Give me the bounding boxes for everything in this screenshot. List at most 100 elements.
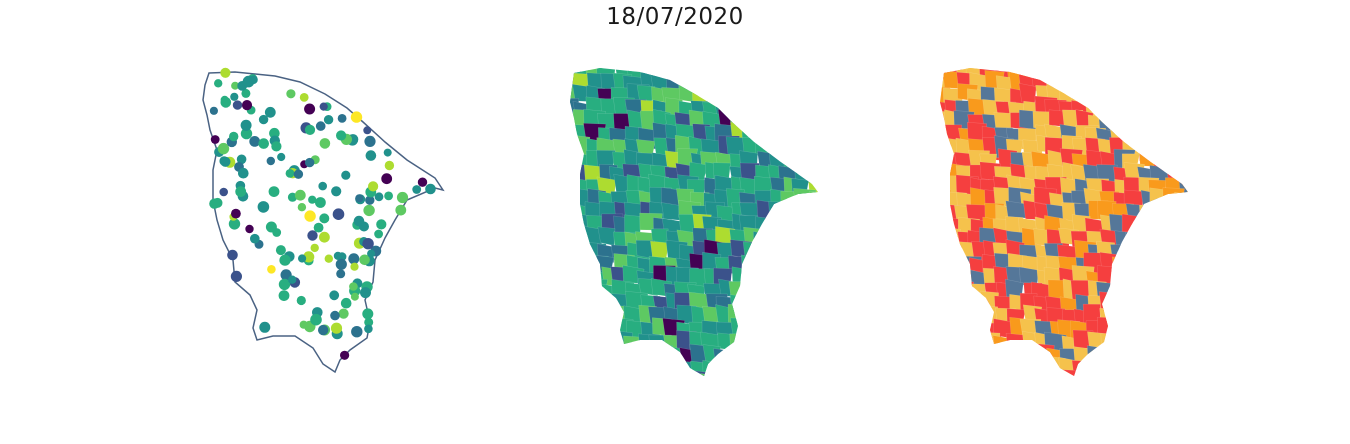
municipality-region <box>806 203 818 226</box>
municipality-point <box>258 138 269 149</box>
municipality-category <box>1147 252 1172 272</box>
municipality-region <box>666 68 689 82</box>
municipality-category <box>1174 293 1188 317</box>
municipality-region <box>795 214 818 237</box>
municipality-region <box>806 161 818 184</box>
municipality-region <box>637 345 661 366</box>
municipality-region <box>700 373 719 376</box>
municipality-region <box>741 373 762 376</box>
municipality-region <box>713 348 735 367</box>
category-map <box>940 68 1200 376</box>
municipality-point <box>350 292 359 301</box>
municipality-region <box>816 296 818 319</box>
municipality-category <box>967 304 990 327</box>
municipality-category <box>1176 124 1188 144</box>
municipality-category <box>1005 346 1023 366</box>
municipality-point <box>220 67 231 78</box>
municipality-category <box>1178 309 1188 330</box>
municipality-region <box>742 241 763 264</box>
municipality-category <box>1113 83 1134 102</box>
municipality-category <box>970 322 992 341</box>
municipality-region <box>792 98 815 121</box>
municipality-region <box>716 74 739 93</box>
municipality-category <box>1123 316 1147 339</box>
municipality-category <box>1164 333 1182 353</box>
municipality-point <box>258 114 269 125</box>
municipality-point <box>362 308 374 320</box>
municipality-point <box>267 265 276 274</box>
municipality-category <box>1022 369 1042 376</box>
municipality-point <box>319 102 328 111</box>
municipality-point <box>264 106 276 118</box>
municipality-region <box>726 359 746 376</box>
municipality-region <box>823 357 830 376</box>
municipality-region <box>741 268 761 287</box>
municipality-category <box>1087 359 1111 376</box>
municipality-category <box>1111 281 1131 300</box>
municipality-region <box>809 347 818 370</box>
municipality-region <box>714 82 732 103</box>
municipality-region <box>596 320 619 342</box>
municipality-category <box>945 283 967 304</box>
municipality-region <box>741 108 763 129</box>
municipality-category <box>940 213 950 234</box>
municipality-region <box>741 86 763 109</box>
municipality-point <box>340 350 350 360</box>
municipality-region <box>570 335 592 357</box>
municipality-region <box>753 294 773 314</box>
municipality-point <box>359 254 370 266</box>
municipality-point <box>384 191 393 201</box>
municipality-region <box>792 230 816 252</box>
municipality-point <box>329 290 340 301</box>
municipality-category <box>940 330 956 351</box>
municipality-region <box>570 217 581 239</box>
municipality-region <box>755 358 775 376</box>
municipality-region <box>690 71 711 94</box>
municipality-region <box>778 113 801 134</box>
municipality-category <box>1179 322 1188 346</box>
municipality-category <box>940 355 950 376</box>
municipality-category <box>940 176 954 200</box>
municipality-point <box>232 100 243 110</box>
municipality-category <box>1177 71 1188 92</box>
municipality-category <box>941 304 961 326</box>
municipality-region <box>822 87 830 108</box>
municipality-point <box>330 322 343 334</box>
municipality-region <box>819 200 830 218</box>
municipality-region <box>778 295 798 319</box>
municipality-category <box>1101 370 1125 376</box>
municipality-category <box>1071 360 1095 376</box>
municipality-region <box>752 82 774 104</box>
municipality-region <box>622 358 644 376</box>
municipality-category <box>1192 98 1200 116</box>
municipality-point <box>333 251 342 260</box>
municipality-point <box>350 262 359 271</box>
municipality-category <box>940 347 953 366</box>
municipality-region <box>570 179 578 202</box>
municipality-category <box>1109 68 1131 80</box>
municipality-region <box>597 226 616 246</box>
municipality-point <box>278 278 291 291</box>
municipality-category <box>1148 74 1171 98</box>
municipality-category <box>968 371 991 376</box>
municipality-point <box>308 195 317 204</box>
municipality-point <box>412 185 422 194</box>
municipality-category <box>1152 242 1172 264</box>
municipality-category <box>1151 225 1171 245</box>
municipality-point <box>240 127 253 140</box>
municipality-region <box>571 267 594 289</box>
municipality-region <box>570 316 580 335</box>
municipality-category <box>1018 346 1037 370</box>
municipality-category <box>1152 200 1173 219</box>
municipality-category <box>1192 110 1200 131</box>
municipality-region <box>783 215 806 235</box>
municipality-region <box>614 359 636 376</box>
municipality-category <box>1161 110 1180 135</box>
municipality-point <box>230 270 242 282</box>
municipality-category <box>1149 343 1173 362</box>
municipality-point <box>245 224 254 234</box>
municipality-category <box>1110 291 1130 310</box>
municipality-category <box>1138 83 1159 106</box>
municipality-point <box>351 326 363 338</box>
municipality-category <box>1101 68 1121 79</box>
